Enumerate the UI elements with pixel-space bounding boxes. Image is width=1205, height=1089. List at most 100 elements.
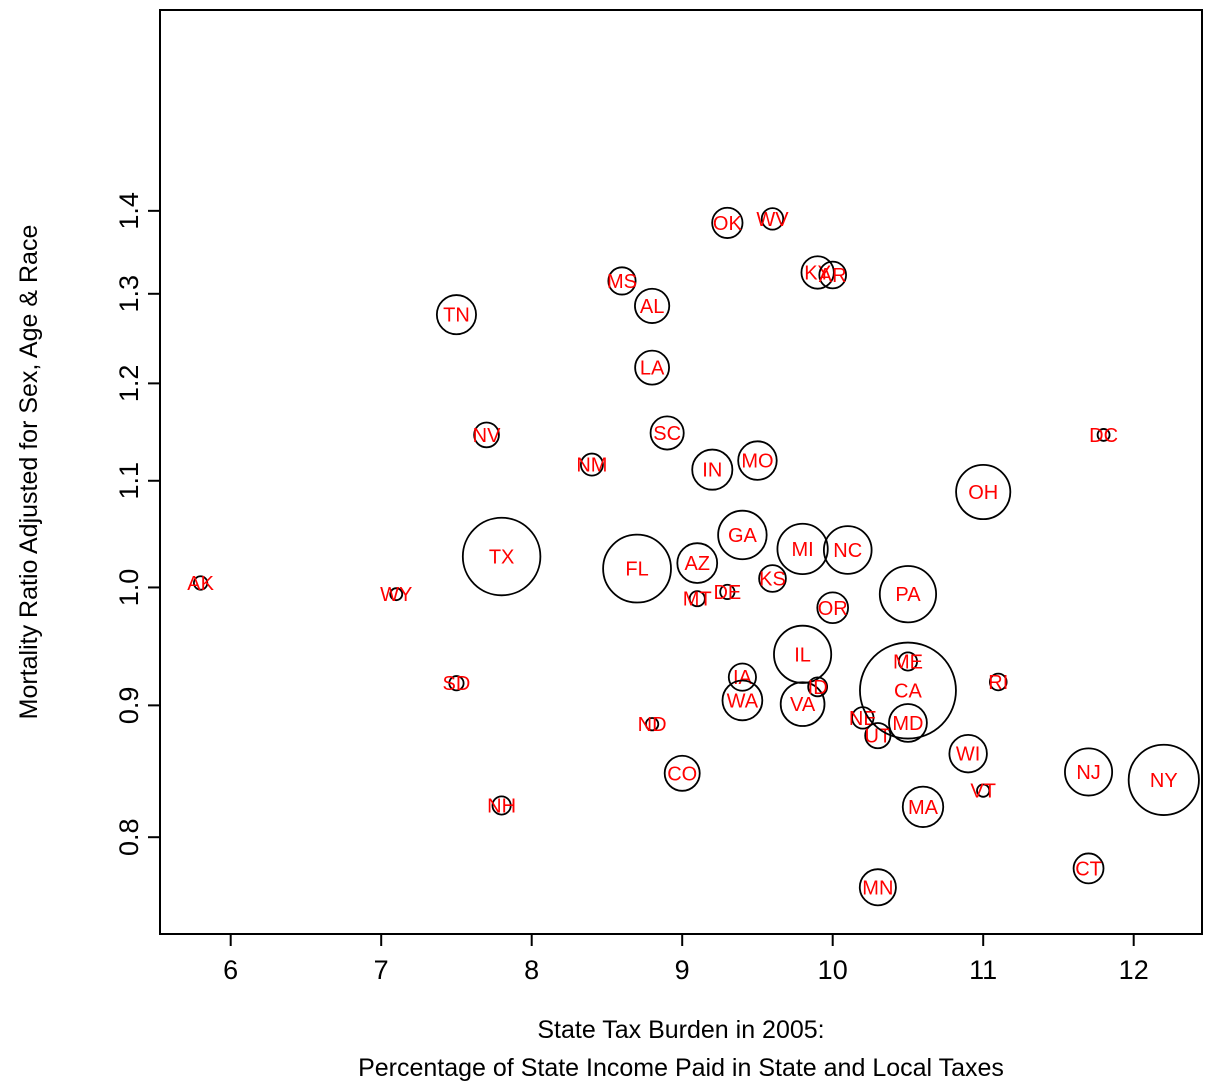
point-marker-ak — [193, 575, 209, 591]
point-marker-ca — [859, 641, 957, 740]
point-marker-az — [676, 542, 719, 584]
y-tick-label: 1.2 — [114, 365, 144, 403]
point-marker-pa — [878, 565, 938, 624]
point-marker-wi — [948, 733, 988, 774]
point-label-ms: MS — [607, 271, 637, 293]
x-axis: 6 7 8 9 10 11 12 — [223, 933, 1149, 985]
point-label-oh: OH — [968, 482, 998, 504]
point-marker-nj — [1064, 747, 1114, 797]
point-marker-nv — [473, 421, 500, 449]
x-tick-label: 10 — [818, 955, 848, 985]
point-label-nc: NC — [833, 540, 862, 562]
point-label-mt: MT — [683, 589, 712, 611]
point-marker-or — [816, 591, 849, 625]
x-tick-label: 8 — [524, 955, 539, 985]
point-marker-id — [807, 676, 829, 698]
y-tick-label: 0.9 — [114, 687, 144, 725]
point-marker-ny — [1127, 743, 1200, 816]
point-marker-mi — [776, 522, 829, 576]
point-marker-tn — [435, 294, 477, 336]
point-label-ky: KY — [804, 262, 831, 284]
point-label-fl: FL — [625, 559, 648, 581]
point-label-nd: ND — [638, 714, 667, 736]
point-label-sc: SC — [653, 423, 681, 445]
point-marker-fl — [602, 533, 672, 604]
point-marker-ar — [818, 260, 847, 290]
point-marker-wa — [721, 679, 764, 722]
point-label-sd: SD — [443, 673, 471, 695]
y-tick-label: 1.1 — [114, 462, 144, 500]
point-marker-ri — [988, 672, 1008, 692]
point-label-ct: CT — [1075, 858, 1102, 880]
point-marker-de — [719, 583, 736, 600]
point-label-mn: MN — [862, 877, 893, 899]
point-label-me: ME — [893, 651, 923, 673]
x-tick-label: 6 — [223, 955, 238, 985]
point-marker-nd — [645, 717, 660, 732]
point-marker-mo — [737, 440, 778, 481]
point-marker-me — [897, 651, 918, 672]
y-tick-label: 0.8 — [114, 818, 144, 856]
point-label-vt: VT — [970, 781, 996, 803]
point-label-ut: UT — [865, 726, 892, 748]
point-marker-sd — [448, 675, 465, 692]
point-marker-ks — [758, 564, 787, 593]
point-label-tx: TX — [489, 547, 515, 569]
y-axis-title: Mortality Ratio Adjusted for Sex, Age & … — [15, 225, 43, 720]
point-label-ia: IA — [733, 667, 753, 689]
point-label-wi: WI — [956, 744, 980, 766]
plot-frame — [159, 9, 1203, 935]
point-marker-oh — [955, 463, 1012, 521]
point-label-wa: WA — [727, 690, 759, 712]
point-marker-ga — [717, 509, 768, 561]
point-marker-nh — [491, 795, 512, 816]
point-label-nm: NM — [576, 455, 607, 477]
point-marker-il — [773, 624, 833, 684]
point-label-ri: RI — [988, 672, 1008, 694]
point-label-ma: MA — [908, 797, 939, 819]
point-marker-mt — [688, 590, 706, 608]
point-label-ca: CA — [894, 681, 922, 703]
point-marker-ma — [901, 785, 945, 828]
point-marker-la — [634, 349, 670, 386]
point-label-az: AZ — [684, 553, 710, 575]
point-label-ak: AK — [187, 573, 214, 595]
point-marker-md — [888, 703, 928, 743]
point-marker-nc — [822, 525, 873, 575]
point-label-il: IL — [794, 644, 811, 666]
x-axis-title-line-1: State Tax Burden in 2005: — [537, 1016, 824, 1044]
point-label-nh: NH — [487, 795, 516, 817]
point-marker-tx — [461, 516, 542, 597]
point-marker-dc — [1096, 428, 1111, 442]
point-label-la: LA — [640, 358, 665, 380]
x-tick-label: 9 — [675, 955, 690, 985]
point-marker-ct — [1072, 852, 1105, 885]
x-axis-title-line-2: Percentage of State Income Paid in State… — [358, 1054, 1004, 1082]
point-label-or: OR — [818, 598, 848, 620]
point-label-ok: OK — [713, 213, 743, 235]
point-label-ne: NE — [849, 708, 877, 730]
point-label-ny: NY — [1150, 770, 1178, 792]
point-label-tn: TN — [443, 305, 470, 327]
point-marker-ky — [800, 255, 835, 290]
point-label-in: IN — [702, 460, 722, 482]
point-marker-co — [663, 754, 701, 792]
point-marker-vt — [976, 783, 991, 798]
point-label-ar: AR — [819, 265, 847, 287]
point-marker-nm — [579, 452, 604, 477]
y-tick-label: 1.3 — [114, 275, 144, 313]
point-marker-ok — [711, 206, 744, 239]
point-label-id: ID — [808, 677, 828, 699]
y-tick-label: 1.4 — [114, 192, 144, 230]
x-tick-label: 7 — [374, 955, 389, 985]
point-marker-mn — [858, 868, 897, 907]
y-tick-label: 1.0 — [114, 569, 144, 607]
point-marker-al — [634, 287, 671, 324]
x-tick-label: 12 — [1119, 955, 1149, 985]
point-label-co: CO — [667, 763, 697, 785]
point-label-va: VA — [790, 694, 816, 716]
point-label-ga: GA — [728, 525, 758, 547]
point-label-nj: NJ — [1076, 762, 1100, 784]
point-marker-in — [691, 448, 734, 491]
